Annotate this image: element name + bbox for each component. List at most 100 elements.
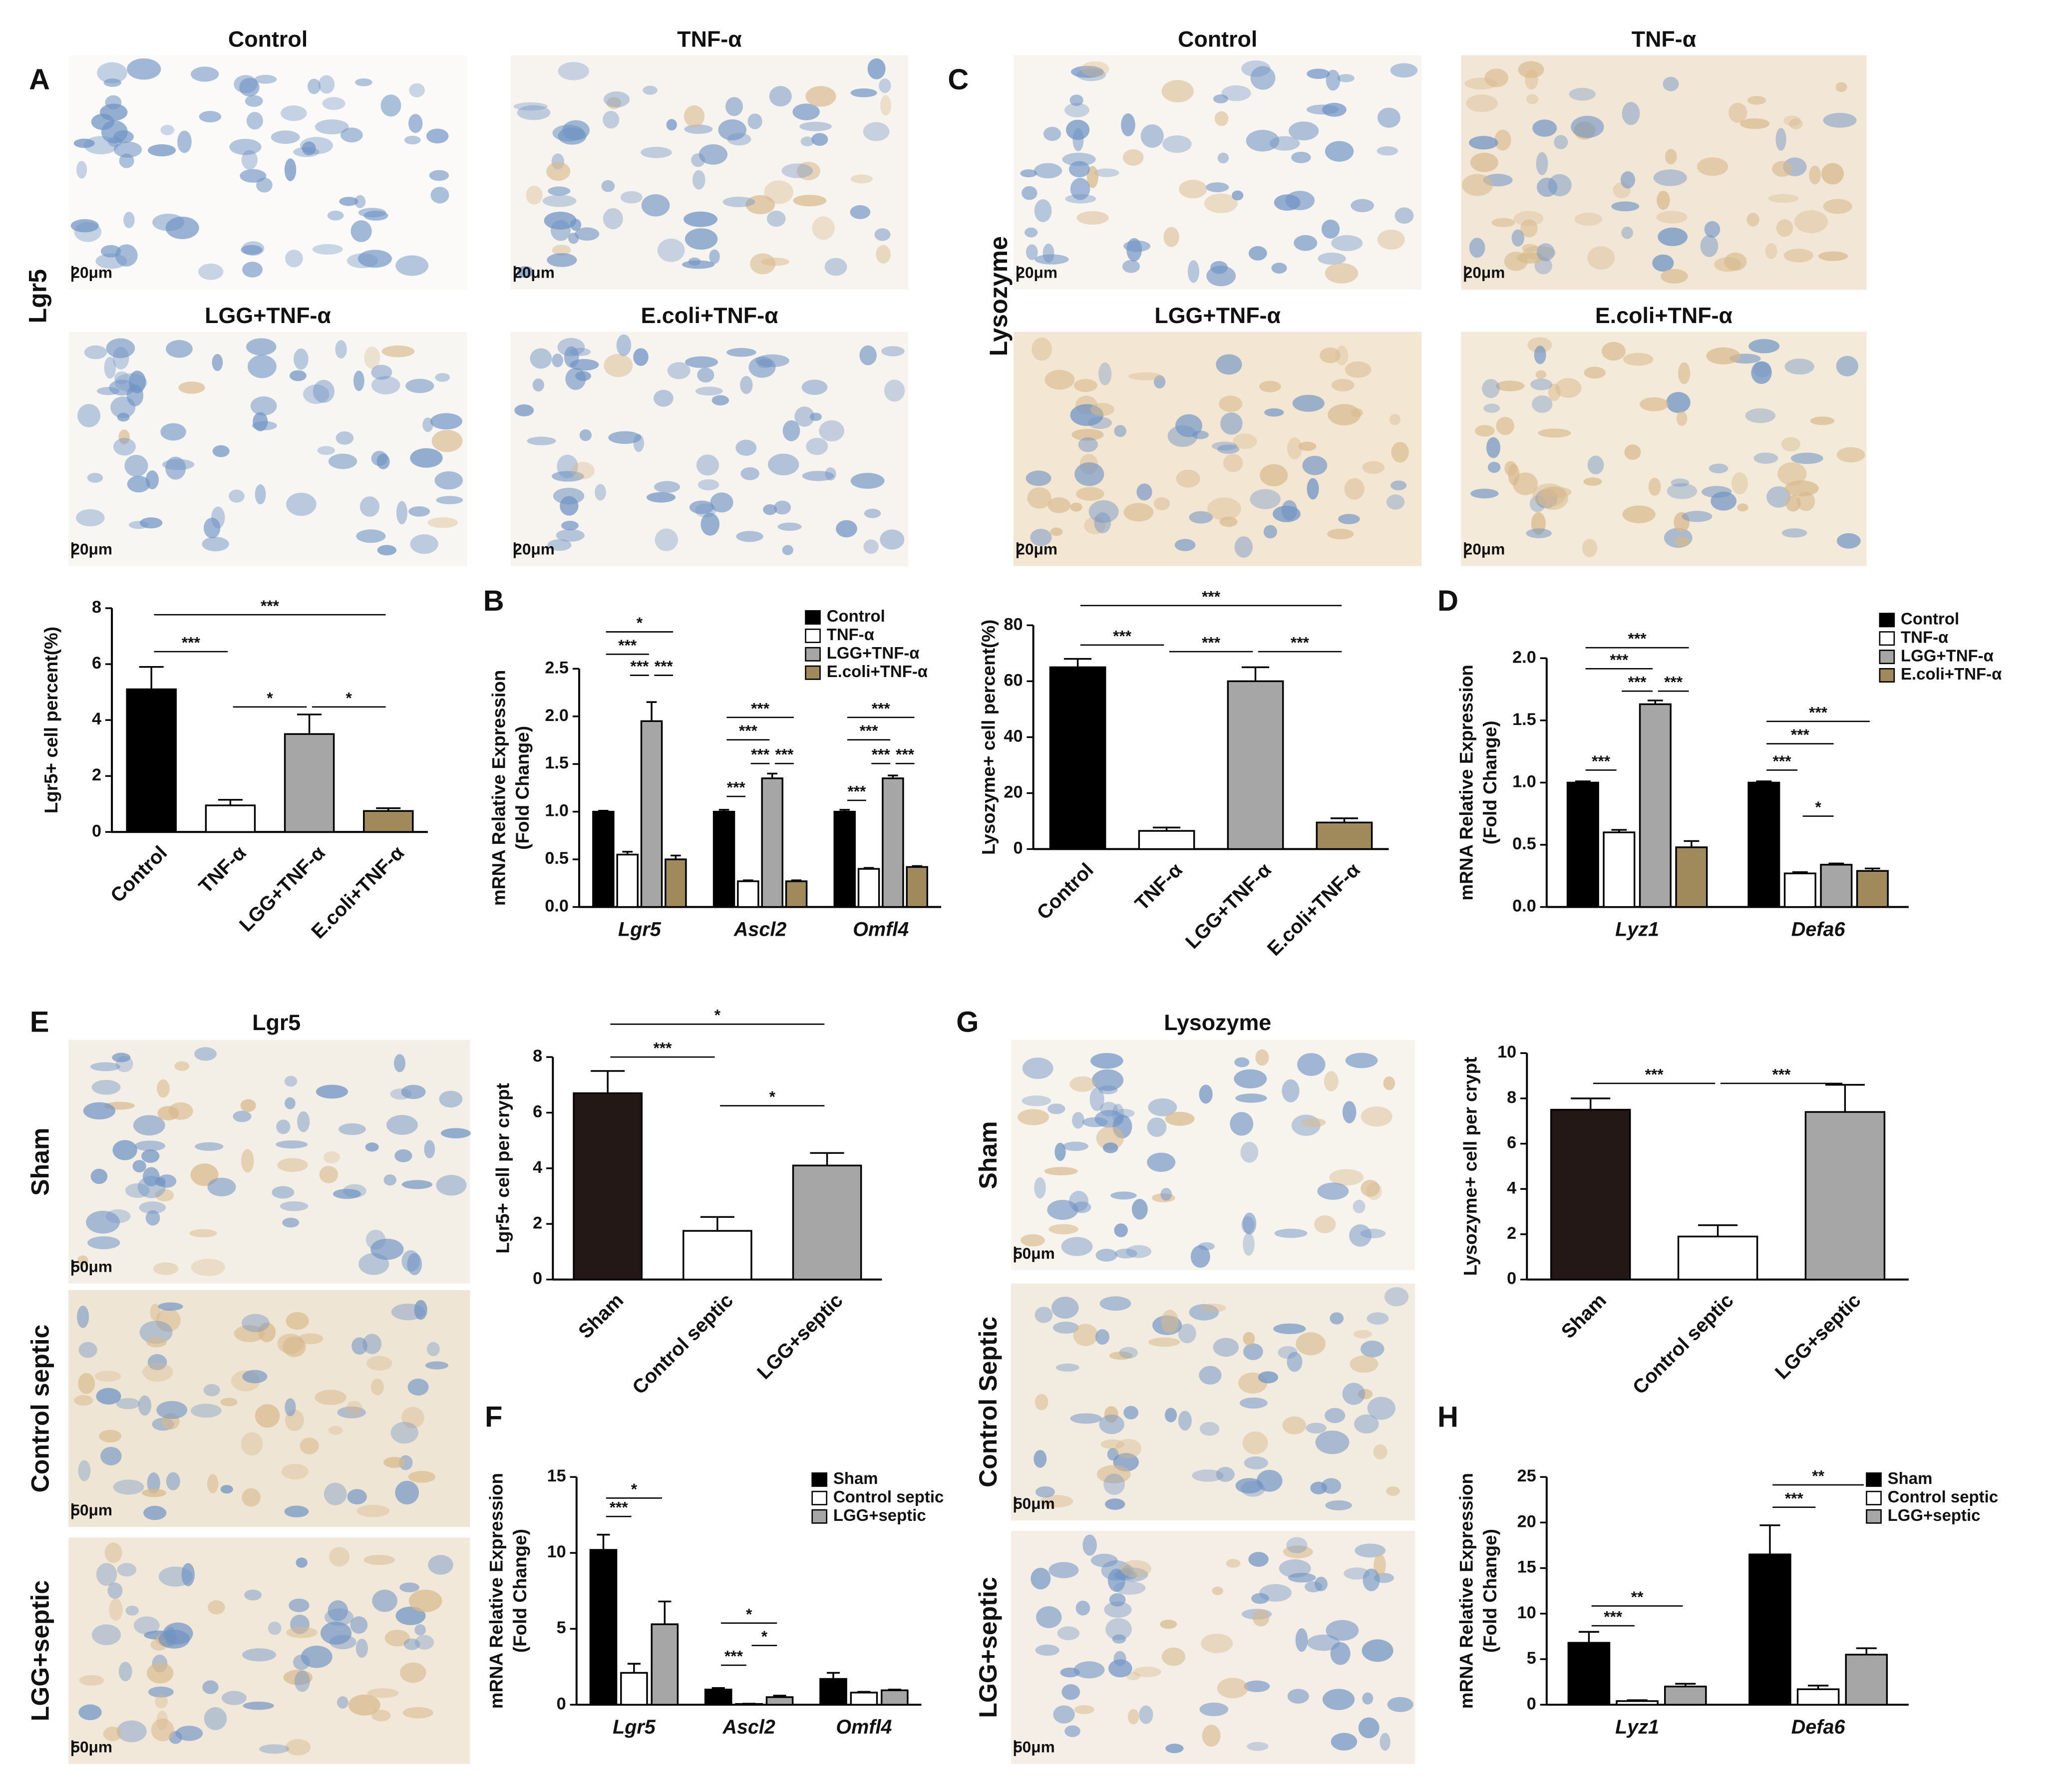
y-tick-label: 60	[1004, 671, 1023, 690]
significance-label: *	[761, 1627, 768, 1645]
tissue	[381, 345, 415, 358]
y-tick-label: 0.0	[1512, 897, 1536, 916]
tissue	[1034, 199, 1052, 222]
legend-swatch	[1866, 1490, 1882, 1505]
bar	[1856, 870, 1889, 908]
tissue	[745, 195, 775, 215]
tissue	[208, 1600, 225, 1615]
legend-swatch	[1879, 613, 1895, 628]
tissue	[1469, 136, 1498, 150]
tissue	[244, 1589, 262, 1601]
y-tick-label: 4	[1507, 1178, 1516, 1197]
tissue	[1148, 1337, 1180, 1347]
tissue	[212, 445, 230, 457]
tissue	[103, 78, 122, 87]
tissue	[1622, 102, 1640, 125]
tissue	[1090, 1053, 1123, 1069]
tissue	[359, 496, 380, 517]
tissue	[162, 459, 195, 470]
tissue	[1835, 82, 1847, 92]
tissue	[1250, 489, 1281, 509]
tissue	[139, 517, 163, 529]
tissue	[350, 220, 372, 242]
tissue	[229, 138, 262, 155]
tissue	[1259, 380, 1281, 392]
tissue	[616, 334, 632, 357]
legend-label: LGG+TNF-α	[827, 644, 920, 662]
tissue	[1377, 107, 1400, 128]
tissue	[1525, 69, 1538, 90]
tissue	[254, 74, 277, 84]
tissue	[684, 211, 718, 227]
y-tick-label: 20	[1517, 1512, 1536, 1531]
tissue	[315, 1390, 346, 1405]
tissue	[1532, 119, 1557, 137]
tissue	[781, 163, 813, 178]
tissue	[328, 453, 357, 469]
tissue	[70, 219, 99, 233]
tissue	[1534, 346, 1546, 364]
y-tick-label: 5	[1527, 1649, 1536, 1668]
bar	[1820, 864, 1853, 908]
tissue	[1034, 1394, 1048, 1411]
bar	[819, 1678, 847, 1706]
tissue	[603, 91, 630, 108]
tissue	[181, 1563, 195, 1586]
significance-label: ***	[1791, 725, 1810, 743]
tissue	[1243, 1343, 1263, 1361]
tissue	[1781, 437, 1800, 452]
tissue	[1104, 1406, 1118, 1423]
tissue	[1199, 1702, 1229, 1717]
tissue	[711, 395, 729, 405]
tissue	[850, 473, 885, 489]
tissue	[1384, 1287, 1409, 1307]
tissue	[547, 539, 572, 551]
tissue	[313, 379, 335, 403]
tissue	[408, 506, 430, 517]
bar	[1138, 830, 1195, 850]
tissue	[302, 141, 316, 156]
significance-label: ***	[1664, 673, 1683, 691]
tissue	[1326, 69, 1341, 91]
tissue	[1794, 210, 1828, 233]
tissue	[322, 97, 345, 110]
tissue	[1035, 1644, 1059, 1656]
bar	[765, 1696, 794, 1706]
tissue	[440, 1128, 471, 1138]
tissue	[1090, 1553, 1118, 1567]
tissue	[405, 378, 434, 393]
tissue	[87, 1236, 120, 1249]
tissue	[1289, 121, 1319, 141]
tissue	[1783, 249, 1814, 263]
tissue	[363, 1555, 395, 1565]
tissue	[513, 102, 548, 111]
bar	[735, 1703, 763, 1706]
tissue	[104, 357, 116, 379]
tissue	[1282, 1079, 1300, 1102]
tissue	[1386, 494, 1405, 510]
tissue	[1325, 141, 1354, 162]
significance-label: *	[769, 1087, 776, 1105]
tissue	[350, 1616, 368, 1634]
bar	[126, 688, 177, 833]
tissue	[794, 406, 815, 427]
tissue	[1306, 104, 1339, 115]
y-axis-label: (Fold Change)	[1480, 1529, 1500, 1653]
tissue	[562, 120, 590, 140]
tissue	[1307, 1634, 1340, 1651]
image-title: TNF-α	[1632, 27, 1697, 52]
tissue	[689, 500, 714, 514]
scale-label: 20μm	[513, 264, 555, 282]
tissue	[1053, 1705, 1075, 1724]
y-tick-label: 1.0	[1512, 772, 1536, 791]
tissue	[156, 1401, 188, 1420]
tissue	[1258, 1371, 1278, 1384]
tissue	[1317, 1182, 1349, 1200]
tissue	[414, 1300, 427, 1320]
tissue	[1052, 1321, 1079, 1334]
tissue	[403, 1638, 420, 1650]
tissue	[1731, 472, 1748, 495]
tissue	[1287, 1689, 1309, 1704]
tissue	[1174, 539, 1196, 551]
tissue	[620, 191, 643, 204]
